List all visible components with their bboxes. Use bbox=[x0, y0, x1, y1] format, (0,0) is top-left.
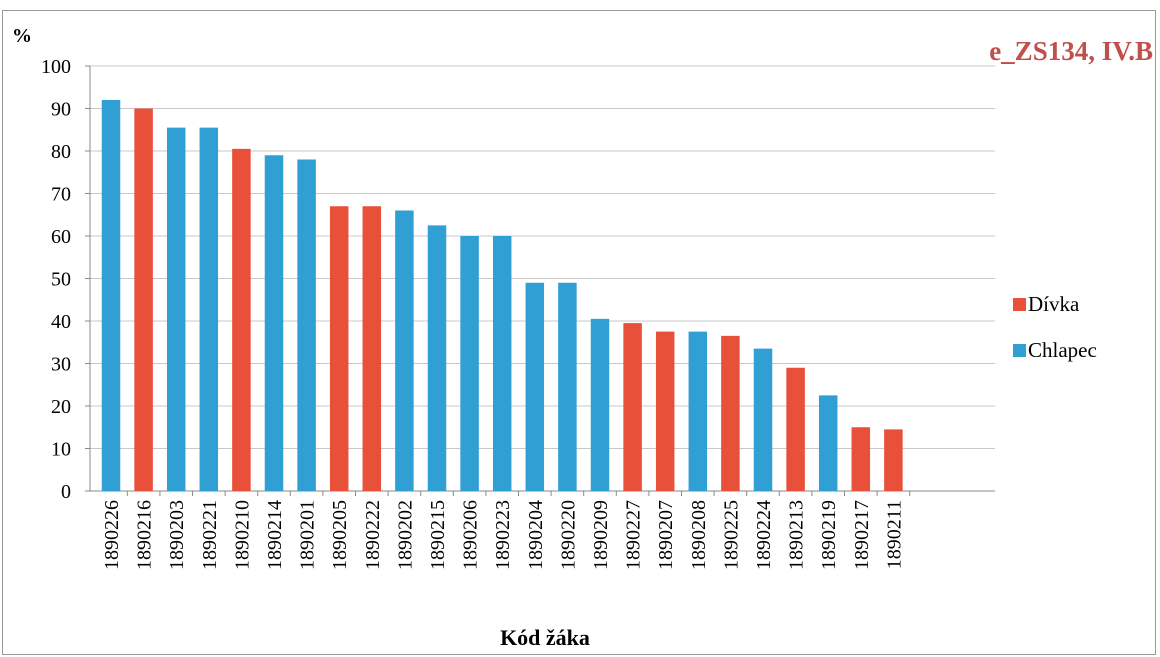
y-tick-label: 90 bbox=[51, 99, 71, 121]
bar-1890206 bbox=[460, 236, 479, 491]
bar-1890224 bbox=[753, 348, 773, 491]
bar-1890207 bbox=[655, 331, 675, 491]
bar-1890208 bbox=[688, 331, 708, 491]
legend-swatch bbox=[1013, 298, 1026, 311]
x-tick-label: 1890227 bbox=[623, 500, 645, 570]
x-tick-label: 1890220 bbox=[557, 500, 579, 570]
x-tick-label: 1890213 bbox=[786, 500, 808, 570]
bar-1890225 bbox=[721, 335, 740, 491]
y-tick-label: 100 bbox=[41, 56, 71, 78]
bar-1890217 bbox=[851, 427, 871, 491]
bar-1890222 bbox=[362, 206, 382, 491]
x-tick-label: 1890226 bbox=[101, 500, 123, 570]
x-tick-label: 1890215 bbox=[427, 500, 449, 570]
x-tick-label: 1890201 bbox=[297, 500, 319, 570]
x-tick-label: 1890225 bbox=[720, 500, 742, 570]
y-tick-label: 30 bbox=[51, 354, 71, 376]
bar-1890215 bbox=[427, 225, 447, 491]
x-tick-labels: 1890226 1890216 1890203 1890221 1890210 18902… bbox=[101, 491, 911, 570]
y-tick-label: 60 bbox=[51, 226, 71, 248]
y-tick-label: 20 bbox=[51, 396, 71, 418]
bar-1890209 bbox=[590, 318, 610, 491]
bar-1890202 bbox=[395, 210, 414, 491]
bar-1890227 bbox=[623, 323, 642, 491]
x-tick-label: 1890204 bbox=[525, 500, 547, 570]
chart-title: e_ZS134, IV.B bbox=[989, 36, 1153, 66]
bar-1890219 bbox=[818, 395, 838, 491]
bar-1890221 bbox=[199, 127, 219, 491]
legend: Dívka Chlapec bbox=[1013, 292, 1097, 362]
bars bbox=[101, 100, 903, 491]
bar-1890220 bbox=[558, 282, 577, 491]
bar-1890226 bbox=[101, 100, 121, 491]
x-tick-label: 1890222 bbox=[362, 500, 384, 570]
x-tick-label: 1890221 bbox=[199, 500, 221, 570]
bar-1890205 bbox=[329, 206, 349, 491]
x-tick-label: 1890224 bbox=[753, 500, 775, 570]
legend-label: Chlapec bbox=[1028, 338, 1097, 362]
x-axis-label: Kód žáka bbox=[500, 625, 590, 650]
bar-1890223 bbox=[492, 236, 512, 491]
x-tick-label: 1890208 bbox=[688, 500, 710, 570]
x-tick-label: 1890223 bbox=[492, 500, 514, 570]
y-tick-labels: 0 10 20 30 40 50 60 70 80 90 100 bbox=[41, 56, 71, 503]
x-tick-label: 1890209 bbox=[590, 500, 612, 570]
x-tick-label: 1890216 bbox=[134, 500, 156, 570]
x-tick-label: 1890214 bbox=[264, 500, 286, 570]
bar-1890214 bbox=[264, 155, 284, 491]
x-tick-label: 1890217 bbox=[851, 500, 873, 570]
y-tick-label: 40 bbox=[51, 311, 71, 333]
y-axis-label: % bbox=[12, 25, 32, 47]
bar-1890210 bbox=[232, 148, 251, 491]
bar-1890216 bbox=[134, 108, 153, 491]
y-tick-label: 10 bbox=[51, 439, 71, 461]
bar-1890211 bbox=[884, 429, 903, 491]
bar-1890201 bbox=[297, 159, 316, 491]
x-tick-label: 1890211 bbox=[883, 500, 905, 569]
y-tick-label: 0 bbox=[61, 481, 71, 503]
y-tick-label: 80 bbox=[51, 141, 71, 163]
x-tick-label: 1890202 bbox=[394, 500, 416, 570]
x-tick-label: 1890210 bbox=[231, 500, 253, 570]
x-tick-label: 1890205 bbox=[329, 500, 351, 570]
bar-1890204 bbox=[525, 282, 545, 491]
x-tick-label: 1890206 bbox=[460, 500, 482, 570]
x-tick-label: 1890219 bbox=[818, 500, 840, 570]
y-tick-label: 70 bbox=[51, 184, 71, 206]
bar-1890213 bbox=[786, 367, 805, 491]
x-tick-label: 1890203 bbox=[166, 500, 188, 570]
legend-label: Dívka bbox=[1028, 292, 1080, 316]
x-tick-label: 1890207 bbox=[655, 500, 677, 570]
legend-swatch bbox=[1013, 344, 1026, 357]
chart-frame bbox=[2, 10, 1156, 655]
y-tick-label: 50 bbox=[51, 269, 71, 291]
bar-1890203 bbox=[166, 127, 186, 491]
